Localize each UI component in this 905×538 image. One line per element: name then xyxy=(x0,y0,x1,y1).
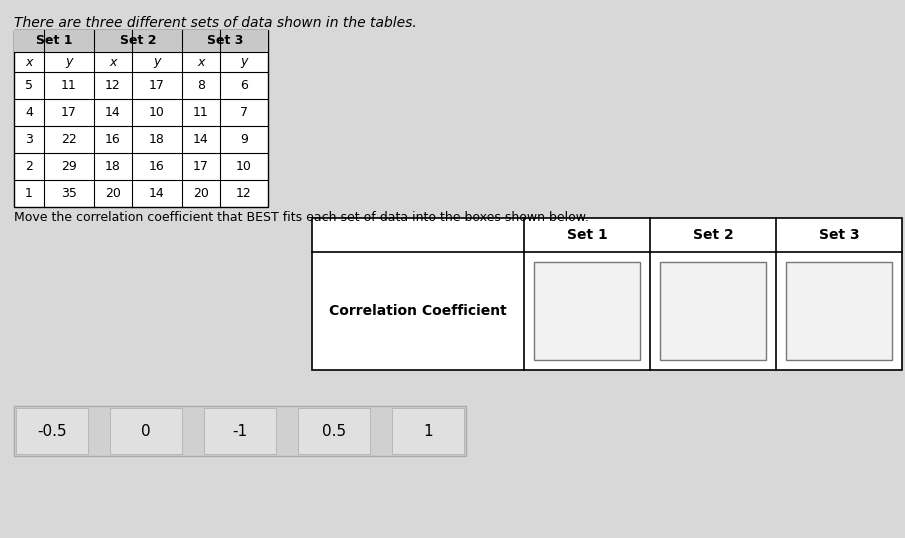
Text: 14: 14 xyxy=(105,106,121,119)
Bar xyxy=(660,262,766,360)
Text: Set 3: Set 3 xyxy=(207,34,243,47)
Text: 8: 8 xyxy=(197,79,205,92)
Bar xyxy=(182,30,268,52)
Text: 11: 11 xyxy=(62,79,77,92)
Text: 3: 3 xyxy=(25,133,33,146)
Text: 0: 0 xyxy=(141,423,151,438)
Text: Move the correlation coefficient that BEST fits each set of data into the boxes : Move the correlation coefficient that BE… xyxy=(14,211,589,224)
Text: x: x xyxy=(110,55,117,68)
Text: There are three different sets of data shown in the tables.: There are three different sets of data s… xyxy=(14,16,416,30)
Text: y: y xyxy=(65,55,72,68)
Text: 20: 20 xyxy=(193,187,209,200)
Text: 1: 1 xyxy=(424,423,433,438)
Text: 20: 20 xyxy=(105,187,121,200)
Text: 4: 4 xyxy=(25,106,33,119)
Text: 17: 17 xyxy=(193,160,209,173)
Text: 10: 10 xyxy=(236,160,252,173)
Bar xyxy=(94,30,182,52)
Text: x: x xyxy=(25,55,33,68)
Bar xyxy=(312,218,902,370)
Bar xyxy=(14,30,268,207)
Text: 18: 18 xyxy=(105,160,121,173)
Text: Correlation Coefficient: Correlation Coefficient xyxy=(329,304,507,318)
Text: Set 2: Set 2 xyxy=(692,228,733,242)
Text: 18: 18 xyxy=(149,133,165,146)
Text: 35: 35 xyxy=(61,187,77,200)
Text: 16: 16 xyxy=(105,133,121,146)
Text: 9: 9 xyxy=(240,133,248,146)
Text: 1: 1 xyxy=(25,187,33,200)
Bar xyxy=(298,408,370,454)
Bar xyxy=(786,262,892,360)
Text: 14: 14 xyxy=(193,133,209,146)
Bar xyxy=(534,262,640,360)
Text: 6: 6 xyxy=(240,79,248,92)
Text: 7: 7 xyxy=(240,106,248,119)
Text: Set 1: Set 1 xyxy=(567,228,607,242)
Text: 17: 17 xyxy=(61,106,77,119)
Text: 0.5: 0.5 xyxy=(322,423,346,438)
Bar xyxy=(110,408,182,454)
Text: 12: 12 xyxy=(105,79,121,92)
Text: y: y xyxy=(241,55,248,68)
Text: 12: 12 xyxy=(236,187,252,200)
Text: 22: 22 xyxy=(62,133,77,146)
Text: -0.5: -0.5 xyxy=(37,423,67,438)
Bar xyxy=(14,30,94,52)
Text: 10: 10 xyxy=(149,106,165,119)
Text: -1: -1 xyxy=(233,423,248,438)
Text: 29: 29 xyxy=(62,160,77,173)
Text: 11: 11 xyxy=(193,106,209,119)
Text: Set 2: Set 2 xyxy=(119,34,157,47)
Text: Set 1: Set 1 xyxy=(36,34,72,47)
Text: Set 3: Set 3 xyxy=(819,228,860,242)
Text: 2: 2 xyxy=(25,160,33,173)
Bar xyxy=(392,408,464,454)
Text: 17: 17 xyxy=(149,79,165,92)
Text: 16: 16 xyxy=(149,160,165,173)
Bar xyxy=(14,406,466,456)
Text: y: y xyxy=(153,55,161,68)
Text: 14: 14 xyxy=(149,187,165,200)
Bar xyxy=(16,408,88,454)
Text: 5: 5 xyxy=(25,79,33,92)
Text: x: x xyxy=(197,55,205,68)
Bar xyxy=(204,408,276,454)
